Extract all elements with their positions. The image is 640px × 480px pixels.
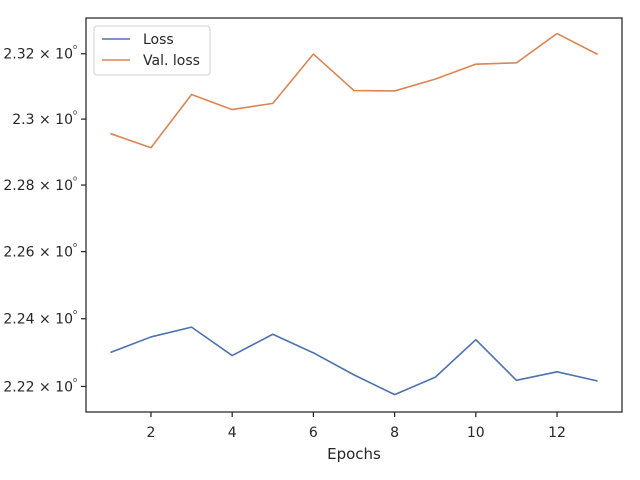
x-axis: 2 4 6 8 10 12: [147, 412, 566, 441]
y-tick-label: 2.24 × 10⁰: [3, 310, 77, 328]
x-tick-label: 6: [309, 425, 318, 441]
x-tick-label: 8: [390, 425, 399, 441]
y-tick-label: 2.22 × 10⁰: [3, 377, 77, 395]
y-axis: 2.22 × 10⁰ 2.24 × 10⁰ 2.26 × 10⁰ 2.28 × 10⁰…: [3, 45, 86, 395]
x-tick-label: 2: [147, 425, 156, 441]
legend-label-val-loss: Val. loss: [143, 53, 200, 69]
y-tick-label: 2.26 × 10⁰: [3, 243, 77, 261]
series-lines: [110, 32, 599, 396]
x-tick-label: 10: [467, 425, 485, 441]
y-tick-label: 2.3 × 10⁰: [12, 110, 77, 128]
series-line-val-loss: [110, 32, 599, 149]
y-tick-label: 2.28 × 10⁰: [3, 176, 77, 194]
y-tick-label: 2.32 × 10⁰: [3, 45, 77, 63]
plot-frame: [85, 17, 623, 413]
series-line-loss: [110, 326, 598, 396]
x-axis-label: Epochs: [327, 445, 381, 463]
legend-label-loss: Loss: [143, 32, 174, 48]
legend: Loss Val. loss: [93, 25, 211, 76]
x-tick-label: 12: [548, 425, 566, 441]
x-tick-label: 4: [228, 425, 237, 441]
